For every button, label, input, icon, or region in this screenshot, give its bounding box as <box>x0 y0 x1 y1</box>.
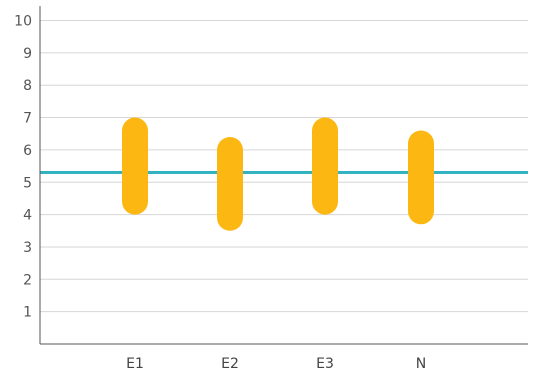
range-bars <box>122 117 434 231</box>
axes <box>39 6 528 345</box>
category-label: E1 <box>126 356 144 372</box>
y-tick-label: 10 <box>14 14 32 30</box>
y-tick-label: 6 <box>23 143 32 159</box>
axis-labels: 1 2 3 4 5 6 7 8 9 10 E1 E2 E3 N <box>14 14 426 373</box>
y-tick-label: 4 <box>23 208 32 224</box>
y-tick-label: 1 <box>23 305 32 321</box>
category-label: E2 <box>221 356 239 372</box>
gridlines <box>40 20 528 313</box>
y-tick-label: 3 <box>23 240 32 256</box>
range-bar <box>312 117 338 215</box>
y-tick-label: 7 <box>23 111 32 127</box>
y-tick-label: 9 <box>23 46 32 62</box>
y-tick-label: 5 <box>23 175 32 191</box>
range-bar <box>408 130 434 225</box>
category-label: E3 <box>316 356 334 372</box>
category-label: N <box>416 356 426 372</box>
range-bar <box>122 117 148 215</box>
y-tick-label: 2 <box>23 272 32 288</box>
range-bar <box>217 136 243 231</box>
y-tick-label: 8 <box>23 78 32 94</box>
